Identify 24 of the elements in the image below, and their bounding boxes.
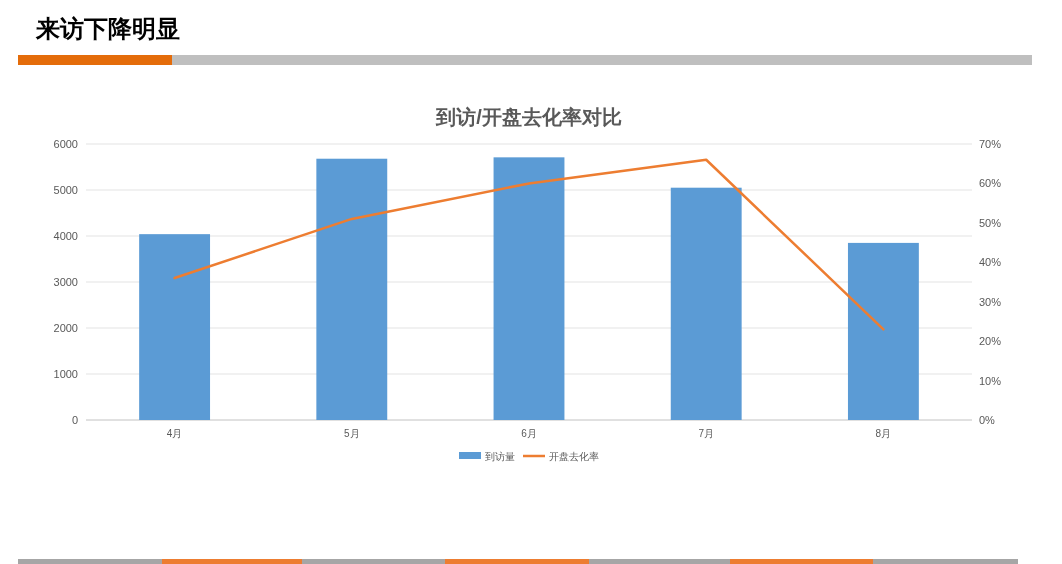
y-tick-label: 5000 xyxy=(53,184,78,196)
x-tick-label: 6月 xyxy=(521,428,537,439)
subtitle: 到访/开盘去化率对比 xyxy=(436,106,622,128)
y-tick-label: 4000 xyxy=(53,230,78,242)
y-tick-label: 2000 xyxy=(53,322,78,334)
y2-tick-label: 0% xyxy=(979,414,995,426)
y-tick-label: 1000 xyxy=(53,368,78,380)
x-tick-label: 7月 xyxy=(698,428,714,439)
y2-tick-label: 60% xyxy=(979,177,1002,190)
legend-label: 到访量 xyxy=(485,451,515,462)
y2-tick-label: 30% xyxy=(979,295,1002,308)
y2-tick-label: 40% xyxy=(979,256,1002,269)
title: 来访下降明显 xyxy=(36,15,180,42)
y2-tick-label: 10% xyxy=(979,374,1002,387)
x-tick-label: 4月 xyxy=(166,428,183,439)
x-tick-label: 8月 xyxy=(875,428,892,439)
x-tick-label: 5月 xyxy=(344,428,360,439)
y2-tick-label: 50% xyxy=(979,216,1002,229)
y-tick-label: 0 xyxy=(71,414,78,426)
legend-label: 开盘去化率 xyxy=(549,451,599,462)
y2-tick-label: 70% xyxy=(979,138,1002,150)
y2-tick-label: 20% xyxy=(979,335,1002,348)
y-tick-label: 3000 xyxy=(53,276,78,288)
y-tick-label: 6000 xyxy=(53,138,78,150)
